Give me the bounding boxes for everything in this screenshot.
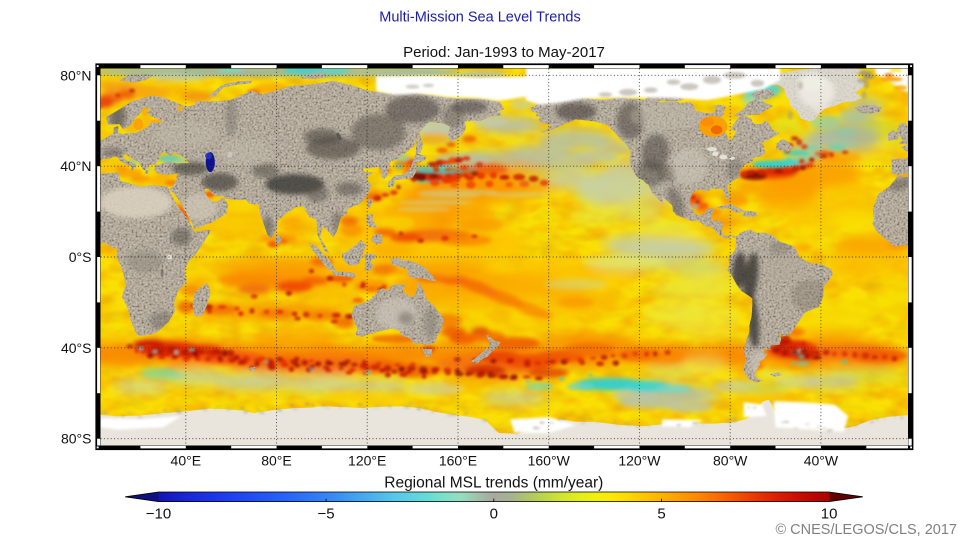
svg-text:0°S: 0°S [69,249,92,265]
svg-text:© CNES/LEGOS/CLS, 2017: © CNES/LEGOS/CLS, 2017 [775,522,957,538]
svg-text:120°E: 120°E [348,453,386,469]
svg-text:0: 0 [490,506,498,523]
svg-text:40°E: 40°E [171,453,202,469]
svg-text:40°W: 40°W [804,453,839,469]
svg-text:5: 5 [657,506,665,523]
svg-text:160°W: 160°W [528,453,571,469]
svg-text:40°S: 40°S [61,340,92,356]
svg-text:−10: −10 [146,506,171,523]
svg-text:80°S: 80°S [61,431,92,447]
svg-text:80°E: 80°E [261,453,292,469]
svg-text:Regional MSL trends (mm/year): Regional MSL trends (mm/year) [384,474,603,491]
svg-text:120°W: 120°W [618,453,661,469]
svg-text:10: 10 [821,506,838,523]
svg-text:160°E: 160°E [439,453,477,469]
svg-text:Period: Jan-1993 to May-2017: Period: Jan-1993 to May-2017 [403,44,605,61]
svg-text:Multi-Mission Sea Level Trends: Multi-Mission Sea Level Trends [379,10,580,26]
svg-text:40°N: 40°N [60,158,91,174]
svg-text:−5: −5 [318,506,335,523]
svg-text:80°N: 80°N [60,67,91,83]
svg-text:80°W: 80°W [713,453,748,469]
